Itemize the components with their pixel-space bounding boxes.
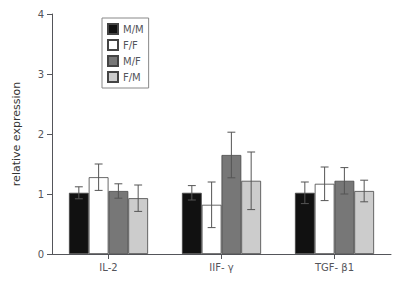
svg-text:1: 1: [38, 189, 44, 200]
svg-text:4: 4: [38, 9, 44, 20]
svg-text:F/M: F/M: [123, 72, 141, 83]
svg-text:M/F: M/F: [123, 56, 141, 67]
svg-text:IL-2: IL-2: [99, 262, 117, 273]
svg-text:3: 3: [38, 69, 44, 80]
svg-text:relative expression: relative expression: [10, 82, 23, 186]
svg-text:0: 0: [38, 249, 44, 260]
svg-text:F/F: F/F: [123, 40, 138, 51]
svg-text:TGF- β1: TGF- β1: [314, 262, 354, 273]
svg-text:2: 2: [38, 129, 44, 140]
svg-text:IIF- γ: IIF- γ: [209, 262, 233, 273]
svg-text:M/M: M/M: [123, 24, 144, 35]
